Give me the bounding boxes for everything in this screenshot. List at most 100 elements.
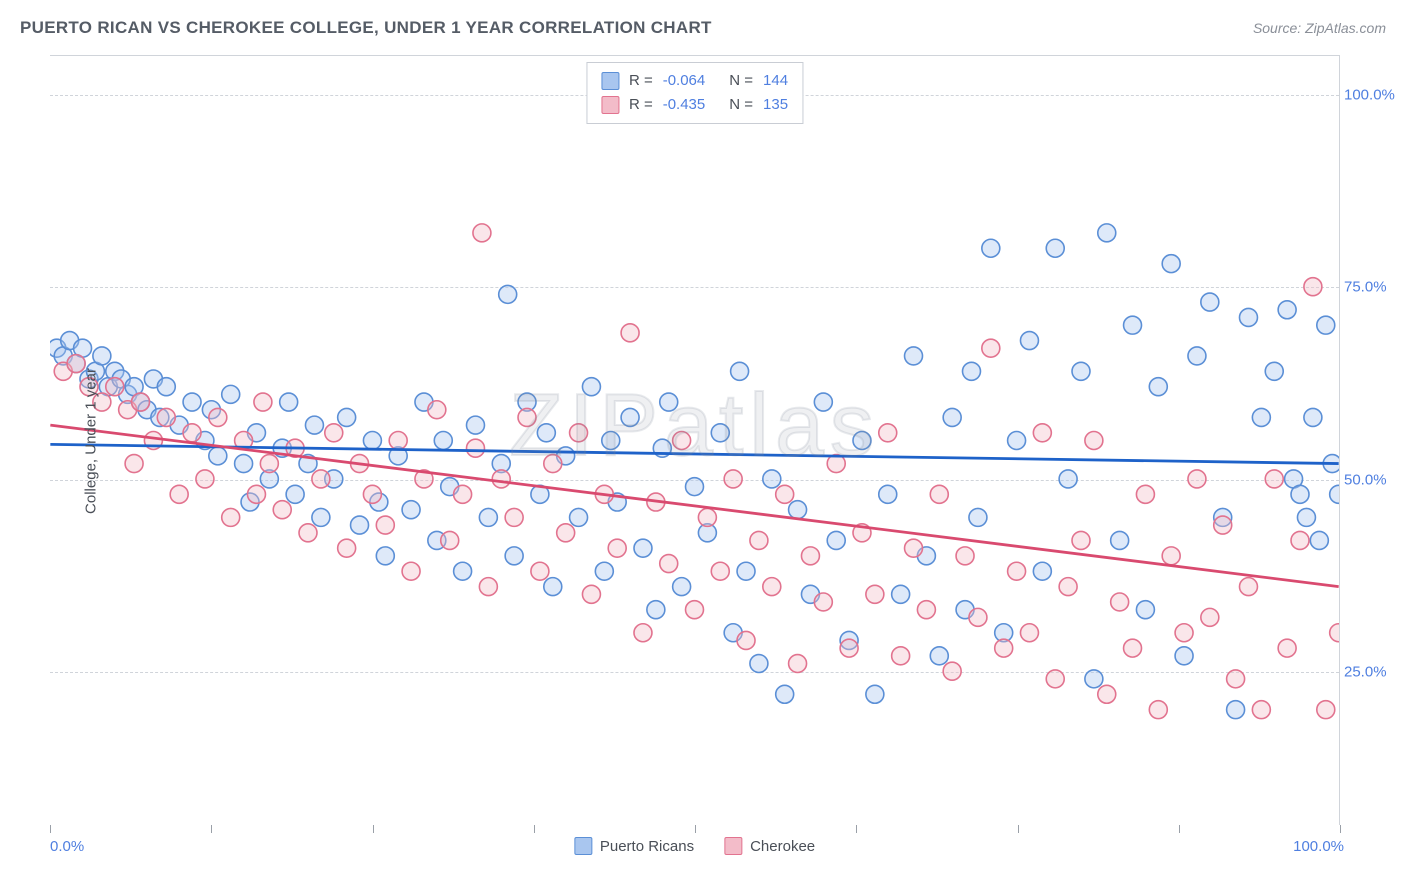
data-point bbox=[1059, 470, 1077, 488]
data-point bbox=[299, 524, 317, 542]
data-point bbox=[1227, 670, 1245, 688]
data-point bbox=[106, 378, 124, 396]
stat-r-label: R = bbox=[629, 69, 653, 93]
data-point bbox=[634, 624, 652, 642]
data-point bbox=[595, 562, 613, 580]
data-point bbox=[441, 531, 459, 549]
stat-r-value: -0.064 bbox=[663, 69, 706, 93]
data-point bbox=[905, 539, 923, 557]
data-point bbox=[698, 508, 716, 526]
data-point bbox=[853, 432, 871, 450]
data-point bbox=[157, 378, 175, 396]
data-point bbox=[531, 562, 549, 580]
data-point bbox=[325, 424, 343, 442]
data-point bbox=[1162, 547, 1180, 565]
data-point bbox=[1033, 424, 1051, 442]
data-point bbox=[969, 608, 987, 626]
data-point bbox=[582, 585, 600, 603]
stats-row: R =-0.435N =135 bbox=[601, 93, 788, 117]
data-point bbox=[351, 516, 369, 534]
data-point bbox=[1291, 531, 1309, 549]
x-tick bbox=[856, 825, 857, 833]
data-point bbox=[1149, 701, 1167, 719]
data-point bbox=[1252, 701, 1270, 719]
data-point bbox=[376, 547, 394, 565]
data-point bbox=[930, 485, 948, 503]
data-point bbox=[247, 485, 265, 503]
data-point bbox=[492, 470, 510, 488]
chart-plot-area: ZIPatlas College, Under 1 year R =-0.064… bbox=[50, 55, 1340, 825]
x-tick bbox=[695, 825, 696, 833]
data-point bbox=[621, 324, 639, 342]
source-attribution: Source: ZipAtlas.com bbox=[1253, 20, 1386, 36]
data-point bbox=[338, 539, 356, 557]
data-point bbox=[428, 401, 446, 419]
data-point bbox=[1330, 485, 1339, 503]
data-point bbox=[776, 685, 794, 703]
x-tick bbox=[1340, 825, 1341, 833]
data-point bbox=[402, 562, 420, 580]
data-point bbox=[943, 408, 961, 426]
x-tick bbox=[1018, 825, 1019, 833]
data-point bbox=[518, 408, 536, 426]
data-point bbox=[724, 470, 742, 488]
data-point bbox=[1059, 578, 1077, 596]
data-point bbox=[254, 393, 272, 411]
data-point bbox=[1136, 485, 1154, 503]
data-point bbox=[776, 485, 794, 503]
data-point bbox=[1297, 508, 1315, 526]
data-point bbox=[763, 578, 781, 596]
data-point bbox=[183, 393, 201, 411]
data-point bbox=[1020, 332, 1038, 350]
data-point bbox=[982, 239, 1000, 257]
data-point bbox=[634, 539, 652, 557]
data-point bbox=[466, 439, 484, 457]
data-point bbox=[157, 408, 175, 426]
data-point bbox=[905, 347, 923, 365]
data-point bbox=[363, 432, 381, 450]
data-point bbox=[1291, 485, 1309, 503]
data-point bbox=[454, 562, 472, 580]
data-point bbox=[222, 385, 240, 403]
data-point bbox=[737, 631, 755, 649]
data-point bbox=[943, 662, 961, 680]
data-point bbox=[1124, 639, 1142, 657]
data-point bbox=[1278, 639, 1296, 657]
data-point bbox=[454, 485, 472, 503]
data-point bbox=[711, 562, 729, 580]
stat-r-label: R = bbox=[629, 93, 653, 117]
data-point bbox=[570, 424, 588, 442]
data-point bbox=[260, 455, 278, 473]
data-point bbox=[608, 539, 626, 557]
data-point bbox=[434, 432, 452, 450]
data-point bbox=[737, 562, 755, 580]
data-point bbox=[286, 485, 304, 503]
page-title: PUERTO RICAN VS CHEROKEE COLLEGE, UNDER … bbox=[20, 18, 712, 38]
data-point bbox=[750, 655, 768, 673]
data-point bbox=[1175, 647, 1193, 665]
data-point bbox=[389, 432, 407, 450]
y-tick-label: 50.0% bbox=[1344, 471, 1399, 488]
data-point bbox=[505, 547, 523, 565]
legend-swatch bbox=[724, 837, 742, 855]
data-point bbox=[892, 647, 910, 665]
stat-r-value: -0.435 bbox=[663, 93, 706, 117]
data-point bbox=[801, 547, 819, 565]
data-point bbox=[1265, 362, 1283, 380]
legend-swatch bbox=[601, 72, 619, 90]
x-tick bbox=[50, 825, 51, 833]
data-point bbox=[544, 455, 562, 473]
data-point bbox=[1085, 432, 1103, 450]
data-point bbox=[209, 408, 227, 426]
data-point bbox=[1330, 624, 1339, 642]
stat-n-value: 144 bbox=[763, 69, 788, 93]
data-point bbox=[1111, 593, 1129, 611]
data-point bbox=[376, 516, 394, 534]
data-point bbox=[273, 501, 291, 519]
data-point bbox=[1136, 601, 1154, 619]
data-point bbox=[582, 378, 600, 396]
data-point bbox=[209, 447, 227, 465]
x-axis-max-label: 100.0% bbox=[1293, 838, 1344, 855]
legend-label: Puerto Ricans bbox=[600, 838, 694, 855]
data-point bbox=[660, 555, 678, 573]
